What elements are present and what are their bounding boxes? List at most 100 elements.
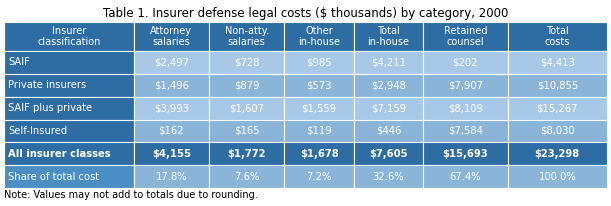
Bar (134, 74, 209, 97)
Bar (4, 119, 134, 142)
Text: $7,907: $7,907 (448, 80, 483, 90)
Text: Insurer
classification: Insurer classification (37, 26, 101, 47)
Bar (354, 22, 423, 51)
Text: $1,559: $1,559 (301, 103, 337, 113)
Text: Non-atty.
salaries: Non-atty. salaries (225, 26, 269, 47)
Bar (134, 142, 209, 165)
Text: Private insurers: Private insurers (8, 80, 86, 90)
Text: Note: Values may not add to totals due to rounding.: Note: Values may not add to totals due t… (4, 190, 258, 200)
Bar (508, 142, 607, 165)
Text: SAIF: SAIF (8, 57, 30, 67)
Text: $2,948: $2,948 (371, 80, 406, 90)
Text: 7.6%: 7.6% (234, 172, 260, 181)
Bar (4, 142, 134, 165)
Bar (4, 51, 134, 74)
Text: Self-Insured: Self-Insured (8, 126, 67, 136)
Bar (284, 142, 354, 165)
Text: SAIF plus private: SAIF plus private (8, 103, 92, 113)
Bar (209, 97, 284, 119)
Bar (134, 165, 209, 188)
Text: $1,607: $1,607 (229, 103, 264, 113)
Text: $10,855: $10,855 (536, 80, 578, 90)
Bar (209, 119, 284, 142)
Text: All insurer classes: All insurer classes (8, 149, 111, 159)
Text: Total
in-house: Total in-house (367, 26, 409, 47)
Text: $728: $728 (234, 57, 260, 67)
Bar (508, 119, 607, 142)
Text: 67.4%: 67.4% (450, 172, 481, 181)
Text: Other
in-house: Other in-house (298, 26, 340, 47)
Text: $573: $573 (306, 80, 332, 90)
Bar (354, 74, 423, 97)
Bar (134, 97, 209, 119)
Bar (423, 142, 508, 165)
Text: $1,678: $1,678 (299, 149, 338, 159)
Bar (209, 165, 284, 188)
Text: $7,159: $7,159 (371, 103, 406, 113)
Text: 17.8%: 17.8% (156, 172, 187, 181)
Bar (423, 51, 508, 74)
Bar (134, 22, 209, 51)
Text: $4,413: $4,413 (540, 57, 574, 67)
Text: 32.6%: 32.6% (373, 172, 404, 181)
Bar (508, 74, 607, 97)
Bar (423, 22, 508, 51)
Bar (134, 51, 209, 74)
Text: $4,211: $4,211 (371, 57, 406, 67)
Bar (354, 97, 423, 119)
Bar (4, 165, 134, 188)
Text: Attorney
salaries: Attorney salaries (150, 26, 192, 47)
Bar (284, 165, 354, 188)
Bar (508, 165, 607, 188)
Bar (354, 142, 423, 165)
Bar (423, 165, 508, 188)
Text: $8,109: $8,109 (448, 103, 483, 113)
Text: $15,693: $15,693 (442, 149, 488, 159)
Bar (423, 74, 508, 97)
Text: $162: $162 (158, 126, 184, 136)
Bar (423, 97, 508, 119)
Text: $2,497: $2,497 (154, 57, 189, 67)
Bar (354, 51, 423, 74)
Bar (284, 97, 354, 119)
Bar (134, 119, 209, 142)
Bar (4, 97, 134, 119)
Text: $202: $202 (453, 57, 478, 67)
Bar (423, 119, 508, 142)
Bar (284, 119, 354, 142)
Text: $3,993: $3,993 (154, 103, 189, 113)
Text: Share of total cost: Share of total cost (8, 172, 99, 181)
Text: $879: $879 (234, 80, 260, 90)
Text: $165: $165 (234, 126, 260, 136)
Text: Retained
counsel: Retained counsel (444, 26, 487, 47)
Bar (4, 74, 134, 97)
Bar (209, 142, 284, 165)
Bar (508, 51, 607, 74)
Bar (354, 165, 423, 188)
Bar (209, 74, 284, 97)
Text: $1,496: $1,496 (154, 80, 189, 90)
Bar (209, 51, 284, 74)
Text: $119: $119 (306, 126, 332, 136)
Bar (209, 22, 284, 51)
Text: $15,267: $15,267 (536, 103, 578, 113)
Bar (508, 97, 607, 119)
Text: $8,030: $8,030 (540, 126, 574, 136)
Text: 100.0%: 100.0% (538, 172, 576, 181)
Text: $985: $985 (306, 57, 332, 67)
Text: $7,605: $7,605 (369, 149, 408, 159)
Bar (284, 22, 354, 51)
Bar (4, 22, 134, 51)
Bar (508, 22, 607, 51)
Text: $23,298: $23,298 (535, 149, 580, 159)
Text: Total
costs: Total costs (544, 26, 570, 47)
Text: $446: $446 (376, 126, 401, 136)
Bar (354, 119, 423, 142)
Text: 7.2%: 7.2% (306, 172, 332, 181)
Bar (284, 51, 354, 74)
Bar (284, 74, 354, 97)
Text: $1,772: $1,772 (227, 149, 266, 159)
Text: Table 1. Insurer defense legal costs ($ thousands) by category, 2000: Table 1. Insurer defense legal costs ($ … (103, 7, 508, 20)
Text: $4,155: $4,155 (152, 149, 191, 159)
Text: $7,584: $7,584 (448, 126, 483, 136)
